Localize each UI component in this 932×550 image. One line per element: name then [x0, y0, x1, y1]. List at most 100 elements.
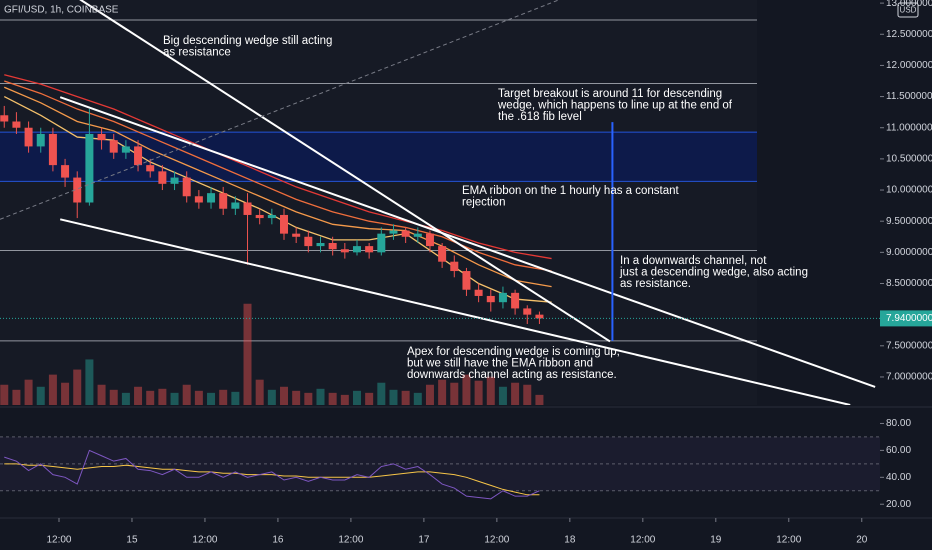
candle-body	[450, 261, 459, 272]
x-tick-label: 12:00	[192, 535, 217, 546]
volume-bar	[146, 390, 155, 405]
volume-bar	[61, 382, 70, 405]
annotation: In a downwards channel, not	[620, 255, 767, 267]
candle-body	[109, 140, 118, 153]
volume-bar	[413, 392, 422, 405]
volume-bar	[401, 390, 410, 405]
x-tick-label: 12:00	[46, 535, 71, 546]
candle-body	[85, 133, 94, 203]
volume-bar	[438, 379, 447, 405]
candle-body	[292, 233, 301, 237]
volume-bar	[352, 390, 361, 405]
overlay: 13.00000000 12.50000000 12.00000000 11.5000…	[46, 0, 932, 546]
annotation: EMA ribbon on the 1 hourly has a constan…	[462, 185, 680, 197]
annotation: as resistance	[163, 47, 231, 59]
annotation: Target breakout is around 11 for descend…	[498, 88, 722, 100]
main-plot	[0, 0, 880, 405]
candle-body	[243, 202, 252, 215]
candle-body	[97, 133, 106, 141]
volume-bar	[24, 379, 33, 405]
candle-body	[535, 314, 544, 319]
candle-body	[12, 121, 21, 128]
candle-body	[194, 196, 203, 203]
main-pane	[0, 0, 757, 405]
y-tick-label: 9.50000000	[886, 216, 932, 227]
y-tick-label: 11.50000000	[886, 91, 932, 102]
rsi-tick-label: 60.00	[886, 445, 911, 456]
annotation: just a descending wedge, also acting	[619, 267, 808, 279]
annotation: Big descending wedge still acting	[163, 35, 332, 47]
y-tick-label: 11.00000000	[886, 122, 932, 133]
volume-bar	[474, 380, 483, 405]
y-tick-label: 9.00000000	[886, 247, 932, 258]
volume-bar	[170, 392, 179, 405]
x-tick-label: 17	[418, 535, 430, 546]
annotation: as resistance.	[620, 278, 691, 290]
last-price-label: 7.94000000	[886, 313, 932, 324]
candle-body	[365, 246, 374, 253]
volume-bar	[523, 384, 532, 405]
y-tick-label: 7.00000000	[886, 372, 932, 383]
volume-bar	[498, 386, 507, 405]
volume-bar	[511, 382, 520, 405]
currency-box	[897, 2, 919, 18]
candle-body	[255, 214, 264, 219]
annotation: wedge, which happens to line up at the e…	[497, 100, 733, 112]
y-tick-label: 7.50000000	[886, 340, 932, 351]
candle-body	[134, 146, 143, 166]
candle-body	[316, 243, 325, 247]
volume-bar	[292, 390, 301, 405]
x-tick-label: 15	[126, 535, 138, 546]
volume-bar	[36, 386, 45, 405]
annotation: Apex for descending wedge is coming up,	[407, 346, 620, 358]
trendline	[59, 96, 876, 388]
volume-bar	[48, 374, 57, 405]
candle-body	[425, 233, 434, 247]
volume-bar	[328, 392, 337, 405]
volume-bar	[340, 394, 349, 405]
volume-bar	[231, 391, 240, 405]
candle-body	[146, 165, 155, 172]
candle-body	[511, 292, 520, 309]
symbol-label: GFI/USD, 1h, COINBASE	[4, 5, 119, 16]
volume-bar	[389, 389, 398, 405]
rsi-tick-label: 40.00	[886, 472, 911, 483]
candle-body	[182, 177, 191, 197]
volume-bar	[255, 379, 264, 405]
y-tick-label: 10.00000000	[886, 185, 932, 196]
y-tick-label: 10.50000000	[886, 154, 932, 165]
trendline	[0, 0, 560, 220]
candle-body	[0, 115, 9, 122]
volume-bar	[134, 386, 143, 405]
candle-body	[280, 214, 289, 234]
candle-body	[352, 246, 361, 253]
candle-body	[498, 292, 507, 303]
candle-body	[207, 193, 216, 203]
candle-body	[170, 177, 179, 184]
y-tick-label: 13.00000000	[886, 0, 932, 9]
rsi-plot	[0, 436, 880, 500]
candle-body	[158, 171, 167, 184]
candle-body	[377, 233, 386, 253]
volume-bar	[97, 384, 106, 405]
volume-bar	[182, 384, 191, 405]
y-tick-label: 12.00000000	[886, 60, 932, 71]
x-tick-label: 16	[272, 535, 284, 546]
trendline	[79, 0, 611, 343]
volume-bar	[73, 369, 82, 405]
volume-bar	[219, 389, 228, 405]
x-tick-label: 20	[856, 535, 868, 546]
candle-body	[121, 146, 130, 153]
annotation: rejection	[462, 197, 505, 209]
volume-bar	[207, 392, 216, 405]
candle-body	[328, 243, 337, 250]
y-tick-label: 8.50000000	[886, 278, 932, 289]
volume-bar	[109, 389, 118, 405]
candle-body	[340, 249, 349, 253]
volume-bar	[450, 382, 459, 405]
volume-bar	[85, 359, 94, 405]
candle-body	[389, 230, 398, 234]
ema-line	[4, 74, 552, 260]
candle-body	[474, 289, 483, 296]
volume-bar	[121, 392, 130, 405]
